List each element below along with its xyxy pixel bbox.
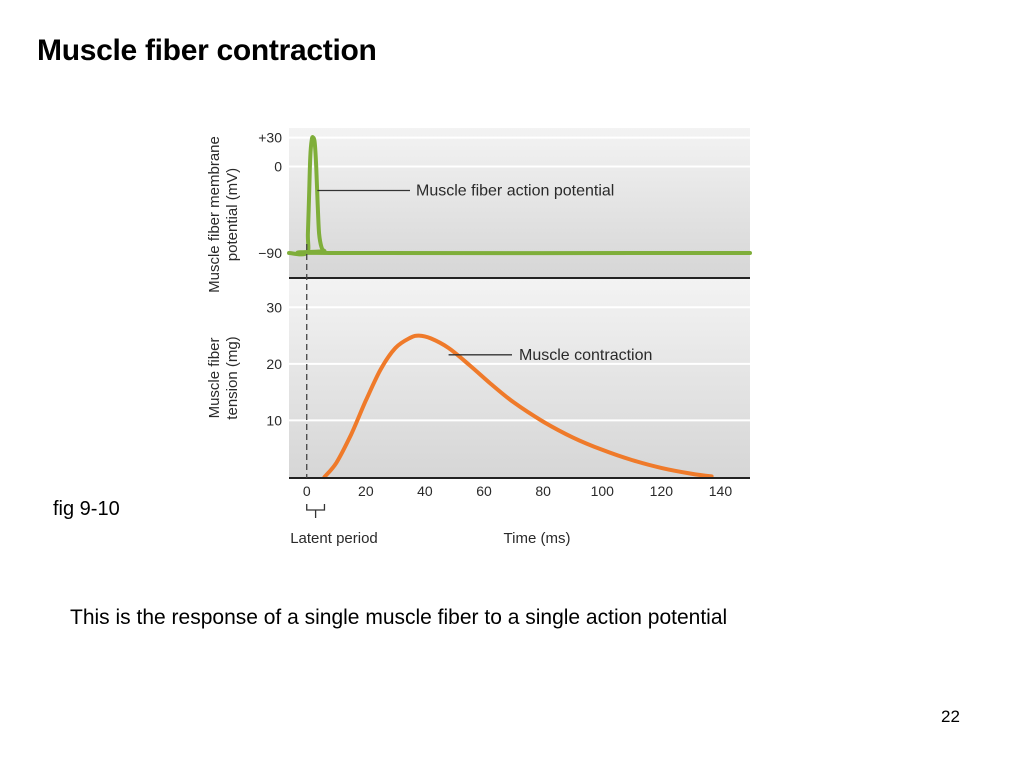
action-potential-line — [287, 135, 752, 257]
panel-2-background — [289, 279, 750, 477]
x-tick-label: 120 — [650, 483, 674, 499]
page-number: 22 — [941, 707, 960, 726]
x-axis-label: Time (ms) — [504, 530, 571, 547]
latent-period-bracket — [306, 504, 326, 518]
x-tick-label: 20 — [358, 483, 374, 499]
latent-period-label: Latent period — [290, 530, 378, 547]
panel-2-ytick-label: 30 — [266, 299, 282, 315]
ylabel-line: Muscle fiber membrane — [206, 136, 223, 293]
panel-1-ytick-label: +30 — [258, 130, 282, 146]
panel-1-ytick-label: 0 — [274, 158, 282, 174]
ylabel-line: Muscle fiber — [206, 338, 223, 419]
x-tick-label: 60 — [476, 483, 492, 499]
ylabel-line: potential (mV) — [224, 168, 241, 261]
slide-title: Muscle fiber contraction — [37, 34, 377, 67]
figure-label: fig 9-10 — [53, 498, 120, 520]
action-potential-annotation: Muscle fiber action potential — [416, 182, 614, 199]
x-tick-label: 80 — [535, 483, 551, 499]
ylabel-line: tension (mg) — [224, 336, 241, 419]
contraction-annotation: Muscle contraction — [519, 347, 652, 364]
x-tick-label: 140 — [709, 483, 733, 499]
panel-1-ylabel: Muscle fiber membranepotential (mV) — [206, 136, 241, 293]
panel-2-ylabel: Muscle fibertension (mg) — [206, 336, 241, 419]
panel-2-ytick-label: 10 — [266, 412, 282, 428]
contraction-curve — [322, 333, 714, 479]
x-tick-label: 0 — [303, 483, 311, 499]
panel-2-ytick-label: 20 — [266, 356, 282, 372]
caption: This is the response of a single muscle … — [70, 606, 728, 629]
panel-1-ytick-label: −90 — [258, 245, 282, 261]
x-tick-label: 40 — [417, 483, 433, 499]
x-tick-label: 100 — [591, 483, 615, 499]
